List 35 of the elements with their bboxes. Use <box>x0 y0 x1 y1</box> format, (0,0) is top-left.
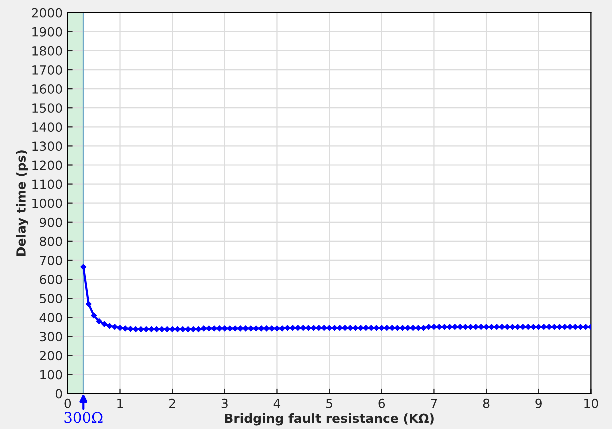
y-tick-label: 500 <box>40 294 62 304</box>
y-tick-label: 100 <box>40 370 62 380</box>
y-tick-label: 1600 <box>32 84 62 94</box>
y-tick-label: 800 <box>40 236 62 246</box>
y-tick-label: 1000 <box>32 198 62 208</box>
x-tick-label: 9 <box>536 398 542 408</box>
y-tick-label: 1900 <box>32 27 62 37</box>
annotation: 300Ω <box>64 412 103 424</box>
y-tick-label: 200 <box>40 351 62 361</box>
x-tick-label: 8 <box>483 398 490 408</box>
y-tick-label: 1300 <box>32 142 62 152</box>
y-tick-label: 1100 <box>32 180 62 190</box>
y-tick-label: 900 <box>40 218 62 228</box>
x-tick-label: 7 <box>431 399 438 408</box>
y-tick-label: 400 <box>40 313 62 323</box>
x-tick-label: 1 <box>118 399 124 408</box>
y-tick-label: 2000 <box>32 8 62 18</box>
y-tick-label: 700 <box>40 256 62 266</box>
y-axis-title: Delay time (ps) <box>16 150 28 256</box>
y-tick-label: 1700 <box>32 65 62 75</box>
y-tick-label: 1200 <box>32 160 62 170</box>
y-tick-label: 1800 <box>32 46 62 56</box>
x-tick-label: 10 <box>584 398 598 408</box>
x-tick-label: 0 <box>64 398 72 408</box>
y-tick-label: 0 <box>56 389 62 399</box>
y-tick-label: 600 <box>40 275 62 284</box>
x-tick-label: 6 <box>378 398 386 408</box>
x-tick-label: 4 <box>274 399 281 408</box>
x-axis-title: Bridging fault resistance (KΩ) <box>225 414 434 426</box>
y-tick-label: 300 <box>40 332 62 342</box>
x-tick-label: 3 <box>222 398 228 408</box>
x-tick-label: 5 <box>326 399 332 408</box>
y-tick-label: 1500 <box>32 104 62 114</box>
y-tick-label: 1400 <box>32 122 62 132</box>
x-tick-label: 2 <box>170 398 176 408</box>
